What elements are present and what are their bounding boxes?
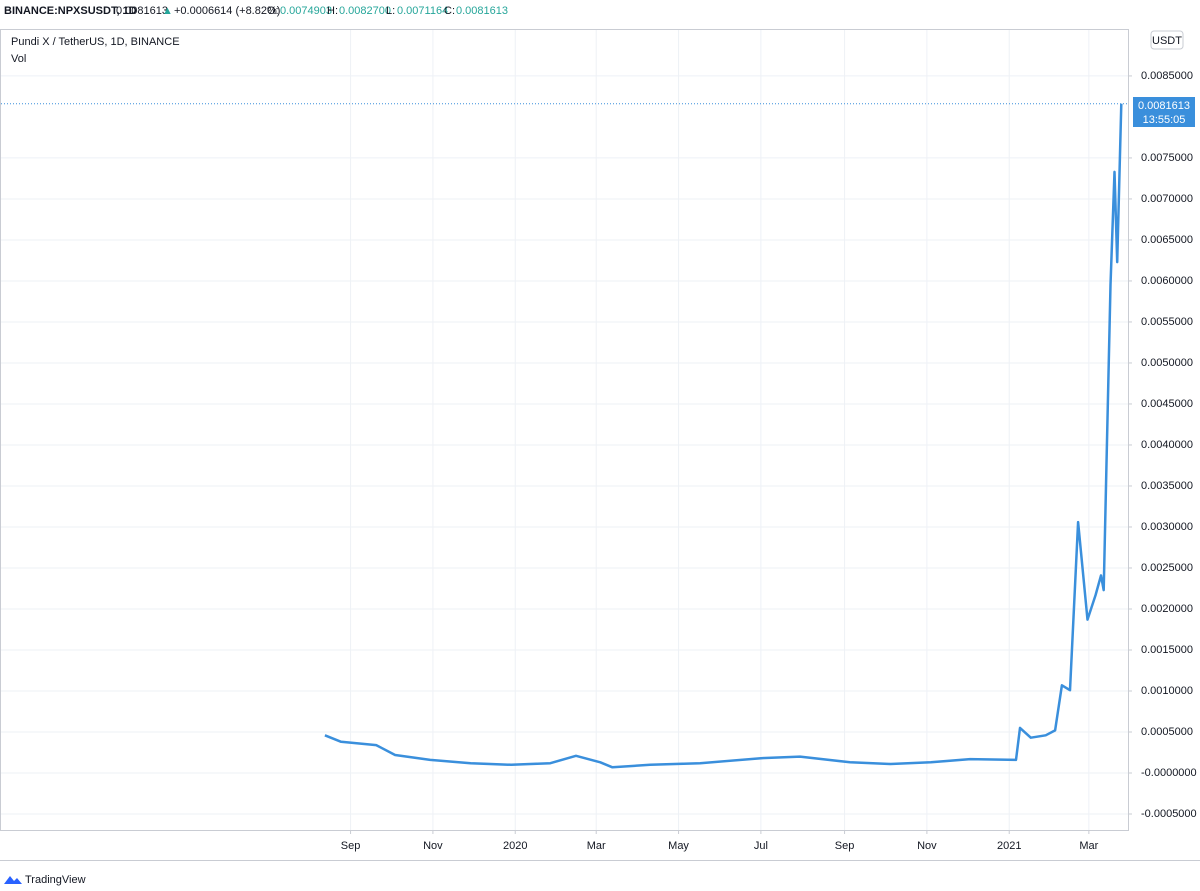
last-price: 0.0081613 <box>1138 100 1190 112</box>
plot-frame <box>0 29 1129 831</box>
currency[interactable]: USDT <box>1152 35 1182 47</box>
y-tick-label: 0.0020000 <box>1141 603 1193 615</box>
price: 0.0081613 <box>116 5 168 17</box>
l-value: 0.0071164 <box>397 5 448 17</box>
countdown: 13:55:05 <box>1143 114 1186 126</box>
currency-badge[interactable] <box>1150 30 1184 50</box>
x-tick-label: Mar <box>587 840 606 852</box>
y-tick-label: 0.0050000 <box>1141 357 1193 369</box>
y-tick-label: 0.0035000 <box>1141 480 1193 492</box>
x-tick-label: May <box>668 840 689 852</box>
y-tick-label: 0.0070000 <box>1141 193 1193 205</box>
o-value: 0.0074903 <box>280 5 332 17</box>
h-label: H: <box>327 5 338 17</box>
brand[interactable]: TradingView <box>25 874 86 886</box>
x-tick-label: Sep <box>341 840 361 852</box>
x-tick-label: Nov <box>917 840 937 852</box>
up-arrow: ▲ <box>162 5 173 17</box>
volume-legend: Vol <box>11 53 26 65</box>
y-tick-label: 0.0055000 <box>1141 316 1193 328</box>
change: +0.0006614 (+8.82%) <box>174 5 280 17</box>
c-value: 0.0081613 <box>456 5 508 17</box>
brand-logo[interactable] <box>4 876 22 884</box>
y-tick-label: 0.0075000 <box>1141 152 1193 164</box>
y-tick-label: -0.0000000 <box>1141 767 1197 779</box>
y-tick-label: 0.0010000 <box>1141 685 1193 697</box>
x-tick-label: 2020 <box>503 840 527 852</box>
y-tick-label: -0.0005000 <box>1141 808 1197 820</box>
y-tick-label: 0.0065000 <box>1141 234 1193 246</box>
plot: -0.0005000 -0.0000000 0.0005000 0.0010000 0.… <box>1 30 1197 852</box>
y-tick-label: 0.0005000 <box>1141 726 1193 738</box>
c-label: C: <box>444 5 455 17</box>
y-tick-label: 0.0060000 <box>1141 275 1193 287</box>
x-tick-label: Mar <box>1079 840 1098 852</box>
y-tick-label: 0.0015000 <box>1141 644 1193 656</box>
x-tick-label: Jul <box>754 840 768 852</box>
price-line <box>324 103 1123 769</box>
y-tick-label: 0.0025000 <box>1141 562 1193 574</box>
o-label: O: <box>267 5 279 17</box>
y-tick-label: 0.0030000 <box>1141 521 1193 533</box>
x-tick-label: 2021 <box>997 840 1021 852</box>
y-tick-label: 0.0045000 <box>1141 398 1193 410</box>
y-tick-label: 0.0040000 <box>1141 439 1193 451</box>
h-value: 0.0082700 <box>339 5 391 17</box>
price-tag <box>1133 97 1195 127</box>
x-tick-label: Nov <box>423 840 443 852</box>
y-tick-label: 0.0085000 <box>1141 70 1193 82</box>
x-tick-label: Sep <box>835 840 855 852</box>
l-label: L: <box>386 5 395 17</box>
symbol: BINANCE:NPXSUSDT, 1D <box>4 5 137 17</box>
series-legend: Pundi X / TetherUS, 1D, BINANCE <box>11 36 180 48</box>
